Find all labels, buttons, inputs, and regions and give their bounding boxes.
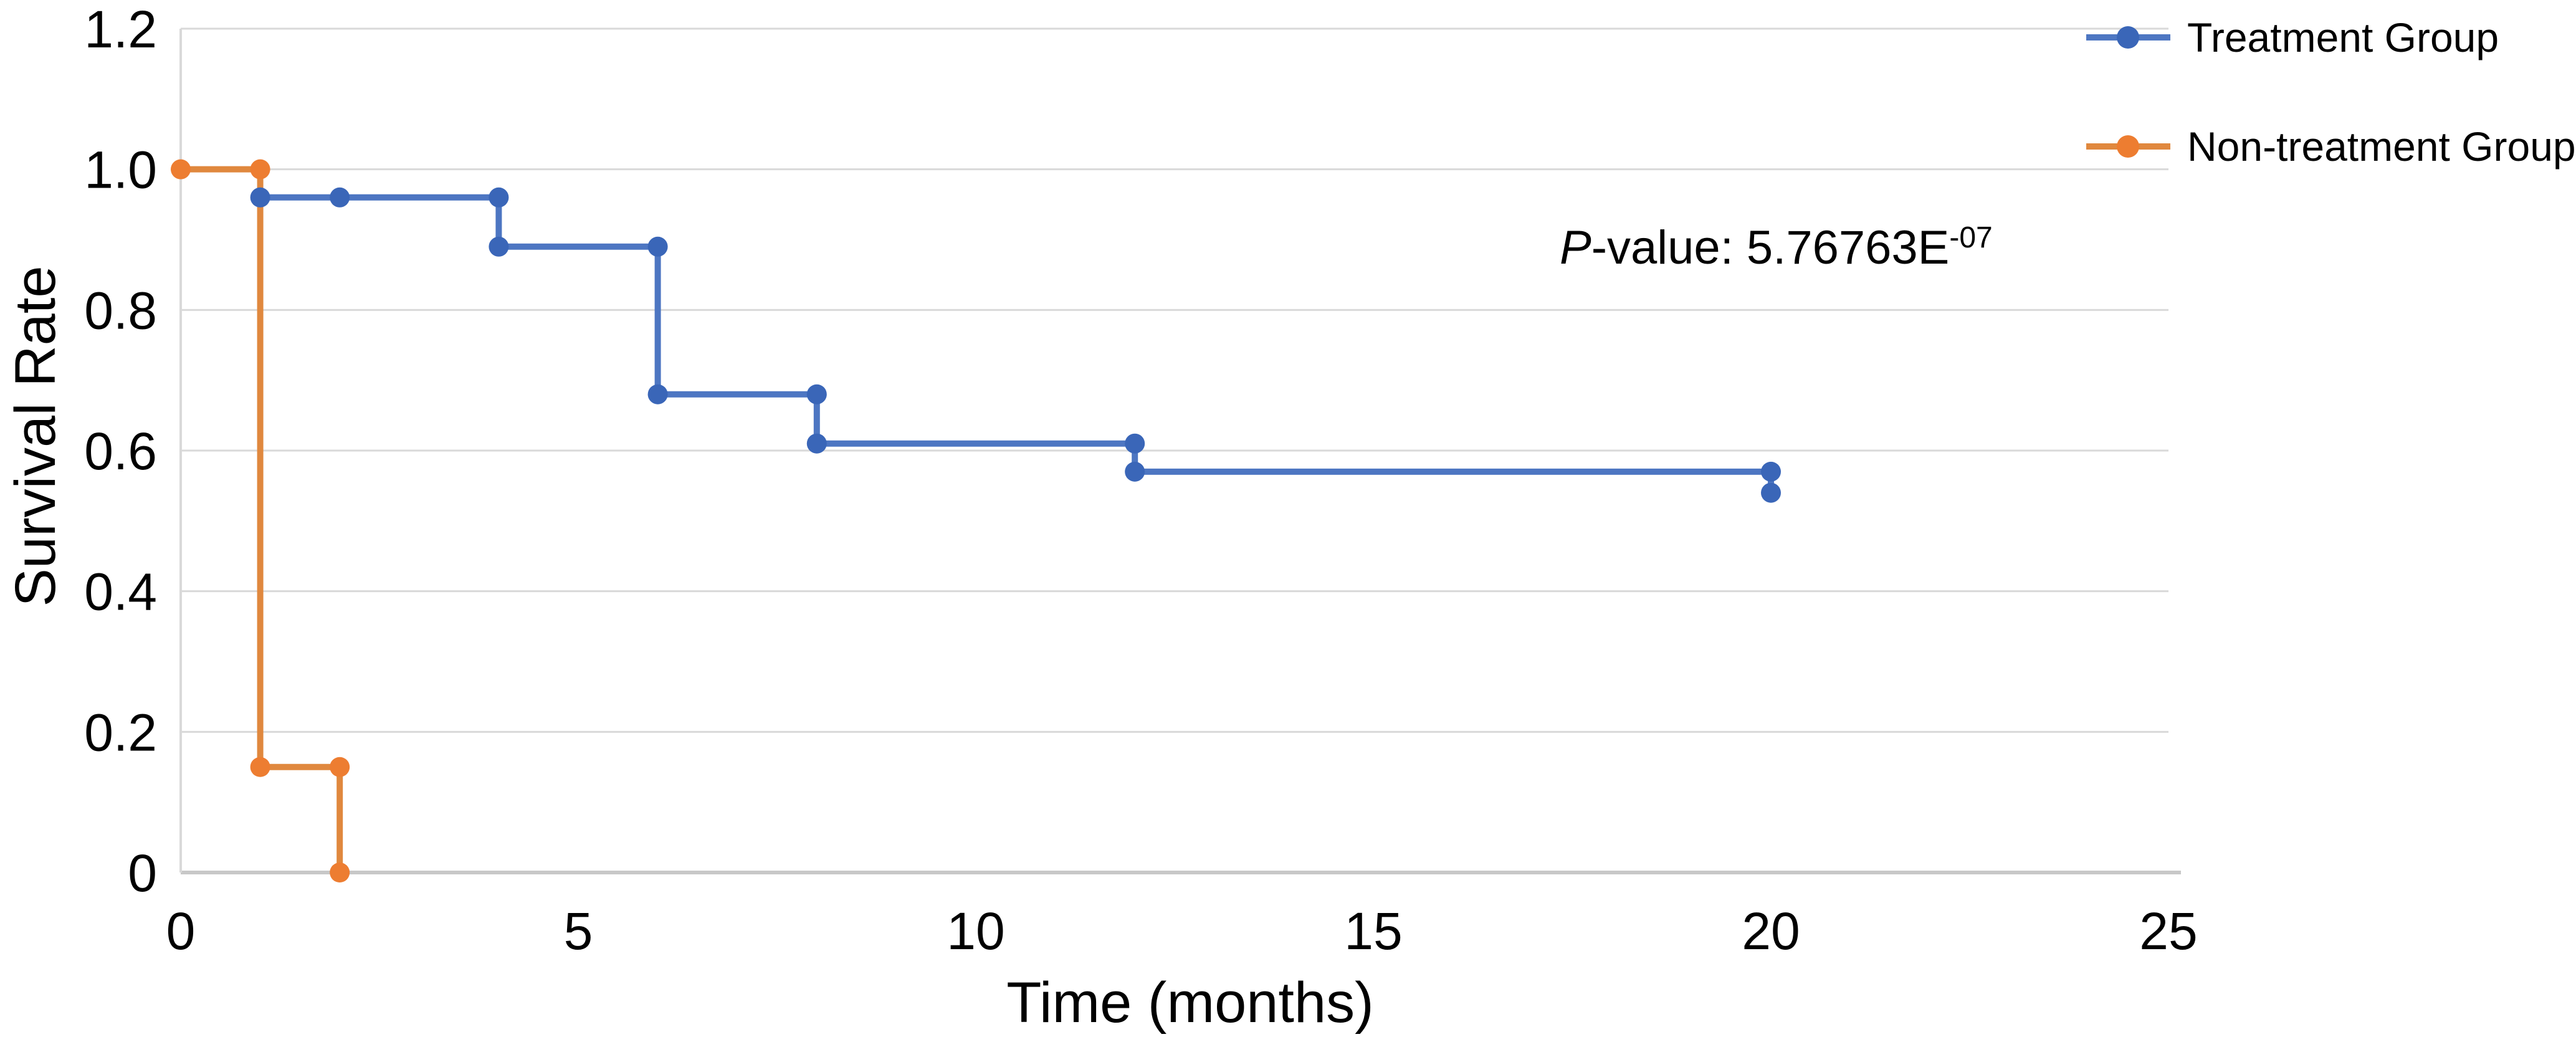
x-tick-label: 15 xyxy=(1344,902,1402,960)
x-tick-label: 10 xyxy=(947,902,1004,960)
p-value-symbol: P xyxy=(1560,221,1591,274)
treatment-group-marker xyxy=(647,384,668,404)
treatment-group-marker xyxy=(1761,461,1781,482)
y-tick-label: 1.2 xyxy=(84,0,157,59)
legend-label: Treatment Group xyxy=(2187,14,2499,60)
treatment-group-marker xyxy=(250,187,270,208)
x-axis-tick-labels: 0 5 10 15 20 25 xyxy=(166,902,2198,960)
legend-label: Non-treatment Group xyxy=(2187,123,2576,170)
treatment-group-marker xyxy=(1125,433,1145,454)
treatment-group-marker xyxy=(1125,461,1145,482)
series-markers xyxy=(171,159,1781,882)
legend-item-treatment-group: Treatment Group xyxy=(2086,14,2499,60)
treatment-group-marker xyxy=(489,187,509,208)
non-treatment-group-marker xyxy=(330,863,350,882)
treatment-group-marker xyxy=(330,187,350,208)
gridlines xyxy=(181,27,2168,733)
treatment-group-marker xyxy=(647,236,668,257)
p-value-exponent: -07 xyxy=(1949,221,1992,254)
p-value-annotation: P-value: 5.76763E-07 xyxy=(1560,221,1993,274)
x-tick-label: 20 xyxy=(1742,902,1800,960)
treatment-group-line xyxy=(257,194,1774,496)
non-treatment-group-marker xyxy=(330,757,350,777)
y-tick-label: 0.8 xyxy=(84,281,157,340)
p-value-text: -value: 5.76763E xyxy=(1591,221,1950,274)
series-lines xyxy=(178,166,1774,876)
x-tick-label: 5 xyxy=(564,902,593,960)
y-tick-label: 0 xyxy=(128,844,157,902)
treatment-group-marker xyxy=(1761,482,1781,503)
x-tick-label: 0 xyxy=(166,902,196,960)
y-axis-title: Survival Rate xyxy=(4,265,67,606)
non-treatment-group-marker xyxy=(250,757,270,777)
non-treatment-group-marker xyxy=(171,159,191,179)
legend: Treatment Group Non-treatment Group xyxy=(2086,14,2576,170)
treatment-group-marker xyxy=(806,433,827,454)
treatment-group-marker xyxy=(806,384,827,404)
legend-marker-icon xyxy=(2117,26,2139,49)
y-tick-label: 0.4 xyxy=(84,563,157,621)
non-treatment-group-marker xyxy=(250,159,270,179)
x-axis-title: Time (months) xyxy=(1006,971,1374,1035)
legend-marker-icon xyxy=(2117,135,2139,158)
treatment-group-marker xyxy=(489,236,509,257)
y-tick-label: 0.2 xyxy=(84,703,157,762)
y-tick-label: 1.0 xyxy=(84,141,157,199)
legend-item-non-treatment-group: Non-treatment Group xyxy=(2086,123,2576,170)
x-tick-label: 25 xyxy=(2139,902,2197,960)
y-tick-label: 0.6 xyxy=(84,422,157,480)
y-axis-tick-labels: 0 0.2 0.4 0.6 0.8 1.0 1.2 xyxy=(84,0,157,902)
